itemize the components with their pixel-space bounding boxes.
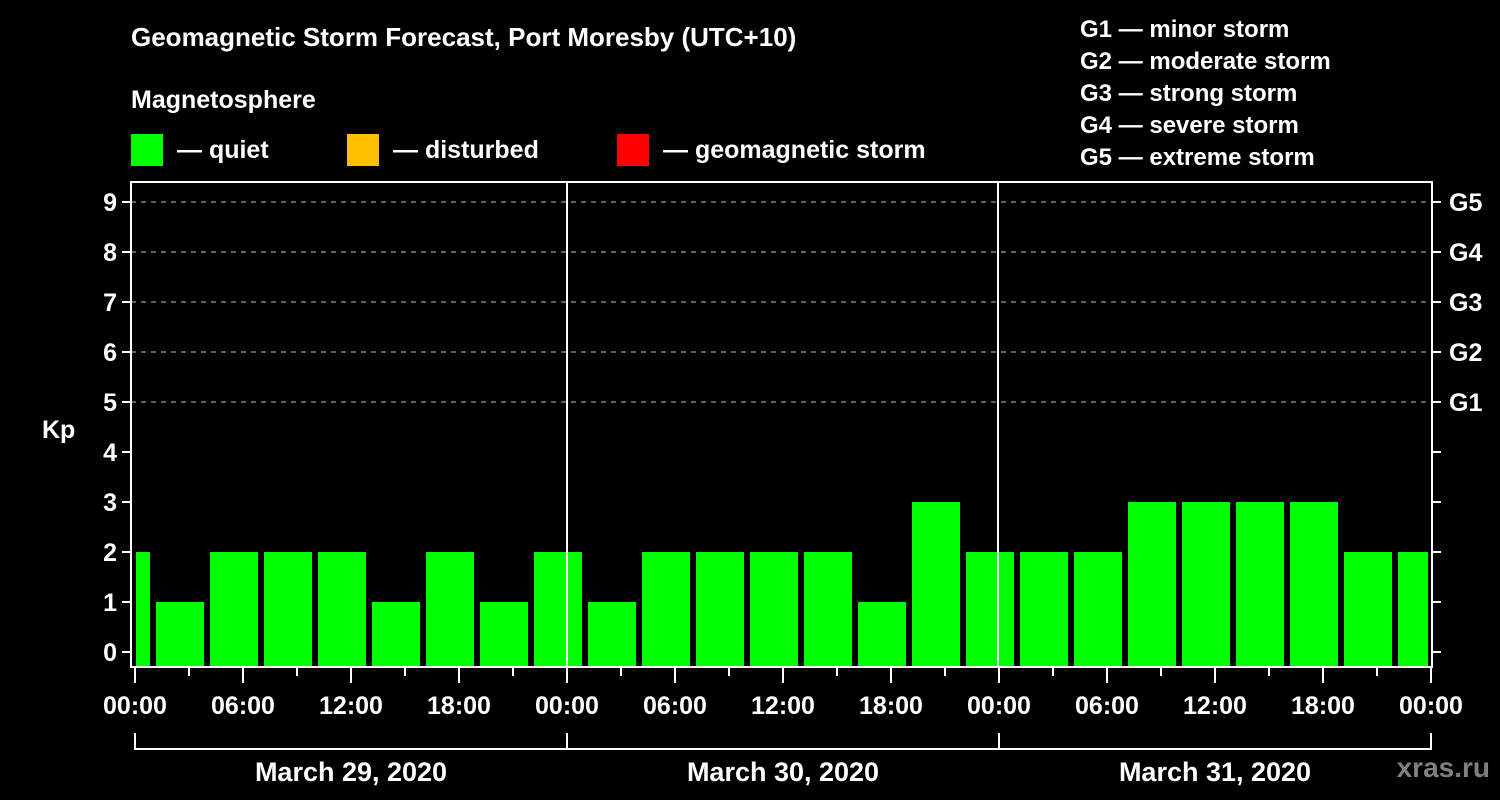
plot-frame — [130, 181, 1433, 668]
x-tick-label: 06:00 — [643, 692, 707, 720]
g1-label: G1 — minor storm — [1080, 16, 1290, 43]
kp-bar — [696, 552, 744, 667]
x-tick-label: 12:00 — [751, 692, 815, 720]
g-level-label: G1 — [1449, 389, 1482, 417]
kp-bar — [1020, 552, 1068, 667]
storm-swatch — [617, 134, 649, 166]
kp-bar — [136, 552, 150, 667]
g5-label: G5 — extreme storm — [1080, 144, 1315, 171]
kp-bar — [1128, 502, 1176, 667]
legend-quiet: — quiet — [131, 134, 269, 166]
g-level-label: G3 — [1449, 289, 1482, 317]
g-scale-legend: G1 — minor storm G2 — moderate storm G3 … — [1080, 14, 1331, 174]
day-bracket — [134, 733, 568, 750]
disturbed-swatch — [347, 134, 379, 166]
y-tick-label: 0 — [103, 639, 117, 667]
g3-label: G3 — strong storm — [1080, 80, 1298, 107]
kp-bar — [912, 502, 960, 667]
kp-bar — [966, 552, 1014, 667]
x-tick-label: 18:00 — [1291, 692, 1355, 720]
y-tick-label: 2 — [103, 539, 117, 567]
axis-labels: 0 1 2 3 4 5 6 7 8 9 G1 G2 G3 G4 G5 Kp 00:00 06:00 12:00 18:… — [42, 189, 1482, 787]
x-tick-label: 00:00 — [535, 692, 599, 720]
x-tick-label: 00:00 — [1399, 692, 1463, 720]
chart-subtitle: Magnetosphere — [131, 86, 316, 114]
kp-bar — [264, 552, 312, 667]
day-label: March 30, 2020 — [687, 757, 879, 787]
kp-bar — [1398, 552, 1428, 667]
y-tick-label: 8 — [103, 239, 117, 267]
quiet-swatch — [131, 134, 163, 166]
y-tick-label: 6 — [103, 339, 117, 367]
legend-disturbed-label: — disturbed — [393, 135, 539, 164]
kp-bar — [858, 602, 906, 667]
day-bracket — [566, 733, 1000, 750]
kp-bar — [642, 552, 690, 667]
kp-bar — [1290, 502, 1338, 667]
g2-label: G2 — moderate storm — [1080, 48, 1331, 75]
x-tick-label: 12:00 — [319, 692, 383, 720]
y-tick-label: 4 — [103, 439, 117, 467]
kp-bar — [534, 552, 582, 667]
kp-bar — [210, 552, 258, 667]
watermark: xras.ru — [1396, 752, 1490, 783]
chart-title: Geomagnetic Storm Forecast, Port Moresby… — [131, 22, 797, 52]
kp-bar — [1074, 552, 1122, 667]
g-level-label: G5 — [1449, 189, 1482, 217]
day-bracket — [998, 733, 1432, 750]
g-level-label: G4 — [1449, 239, 1482, 267]
x-tick-label: 06:00 — [1075, 692, 1139, 720]
x-tick-label: 18:00 — [859, 692, 923, 720]
g4-label: G4 — severe storm — [1080, 112, 1299, 139]
kp-bar — [1182, 502, 1230, 667]
grid-lines — [131, 201, 1432, 403]
g-level-label: G2 — [1449, 339, 1482, 367]
x-tick-label: 06:00 — [211, 692, 275, 720]
legend-storm-label: — geomagnetic storm — [663, 135, 926, 164]
y-axis-label: Kp — [42, 416, 75, 444]
day-label: March 29, 2020 — [255, 757, 447, 787]
day-label: March 31, 2020 — [1119, 757, 1311, 787]
kp-bar — [588, 602, 636, 667]
y-tick-label: 5 — [103, 389, 117, 417]
kp-bar — [804, 552, 852, 667]
kp-bar — [480, 602, 528, 667]
kp-bar — [750, 552, 798, 667]
kp-bar — [1344, 552, 1392, 667]
y-tick-label: 7 — [103, 289, 117, 317]
x-tick-label: 00:00 — [967, 692, 1031, 720]
x-tick-label: 00:00 — [103, 692, 167, 720]
kp-bar — [1236, 502, 1284, 667]
kp-bar — [426, 552, 474, 667]
legend-disturbed: — disturbed — [347, 134, 539, 166]
x-tick-label: 18:00 — [427, 692, 491, 720]
legend-storm: — geomagnetic storm — [617, 134, 926, 166]
kp-bar — [318, 552, 366, 667]
y-tick-label: 9 — [103, 189, 117, 217]
bars — [136, 502, 1428, 667]
axes — [122, 181, 1441, 750]
kp-bar — [372, 602, 420, 667]
y-tick-label: 1 — [103, 589, 117, 617]
legend-quiet-label: — quiet — [177, 135, 269, 164]
kp-bar — [156, 602, 204, 667]
x-tick-label: 12:00 — [1183, 692, 1247, 720]
y-tick-label: 3 — [103, 489, 117, 517]
